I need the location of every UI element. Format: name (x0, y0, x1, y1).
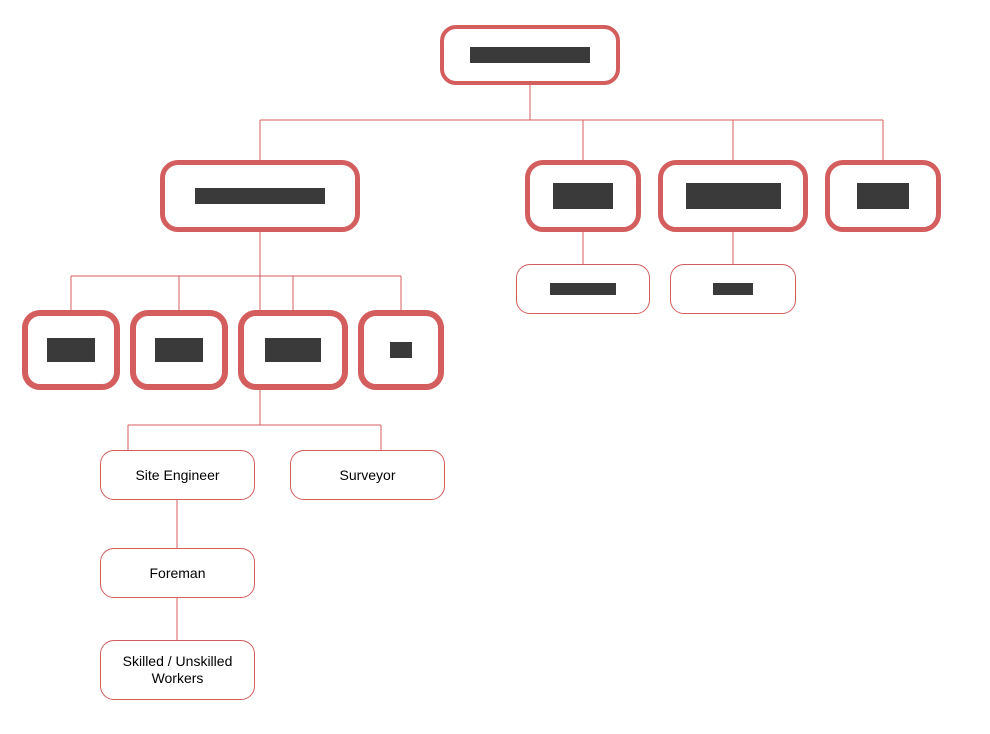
node-label: Foreman (149, 565, 205, 582)
node-foreman: Foreman (100, 548, 255, 598)
node-r2b (658, 160, 808, 232)
node-surveyor: Surveyor (290, 450, 445, 500)
redacted-label (686, 183, 781, 209)
redacted-label (390, 342, 412, 358)
node-workers: Skilled / Unskilled Workers (100, 640, 255, 700)
node-r2a_child (516, 264, 650, 314)
node-r2b_child (670, 264, 796, 314)
node-pm (160, 160, 360, 232)
node-c1 (22, 310, 120, 390)
node-site_engineer: Site Engineer (100, 450, 255, 500)
node-r2a (525, 160, 641, 232)
redacted-label (550, 283, 616, 295)
redacted-label (155, 338, 203, 362)
redacted-label (857, 183, 909, 209)
node-label: Surveyor (339, 467, 395, 484)
node-r2c (825, 160, 941, 232)
redacted-label (265, 338, 321, 362)
node-label: Site Engineer (135, 467, 219, 484)
org-chart-canvas: Site Engineer Surveyor Foreman Skilled / Un… (0, 0, 990, 734)
node-c2 (130, 310, 228, 390)
node-c4 (358, 310, 444, 390)
redacted-label (47, 338, 95, 362)
redacted-label (195, 188, 325, 204)
node-label: Skilled / Unskilled Workers (105, 653, 250, 687)
node-c3 (238, 310, 348, 390)
redacted-label (470, 47, 590, 63)
node-root (440, 25, 620, 85)
redacted-label (553, 183, 613, 209)
redacted-label (713, 283, 753, 295)
